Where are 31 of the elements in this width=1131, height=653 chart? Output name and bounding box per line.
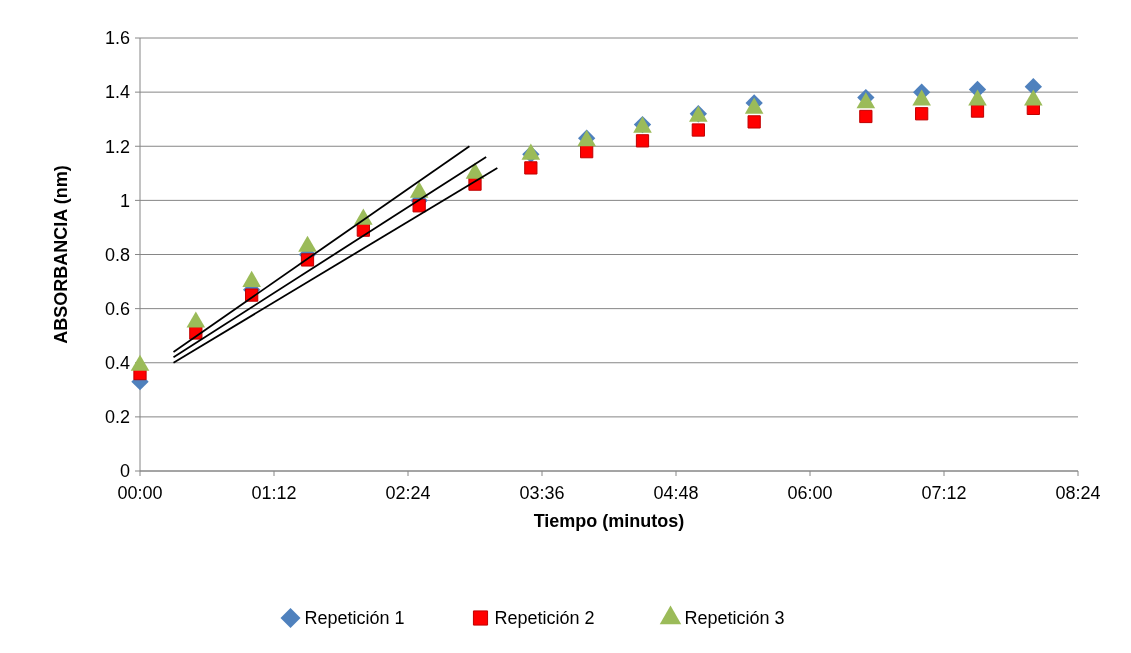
x-tick-label: 07:12 — [921, 483, 967, 503]
y-axis-title: ABSORBANCIA (nm) — [51, 165, 71, 344]
y-tick-label: 0.2 — [104, 407, 130, 428]
point — [1024, 78, 1042, 96]
point — [859, 109, 873, 124]
y-tick-label: 1 — [119, 190, 130, 211]
y-tick-label: 0.4 — [104, 353, 130, 374]
y-tick-label: 0.8 — [104, 244, 130, 265]
legend-label: Repetición 3 — [684, 608, 785, 629]
point — [747, 115, 761, 129]
point — [691, 123, 705, 137]
x-tick-label: 04:48 — [653, 483, 699, 503]
y-tick-label: 0.6 — [104, 298, 130, 319]
y-tick-label: 1.6 — [104, 28, 130, 49]
point — [524, 161, 538, 175]
x-tick-label: 02:24 — [385, 483, 431, 503]
x-tick-label: 01:12 — [251, 483, 297, 503]
x-tick-label: 08:24 — [1055, 483, 1101, 503]
point — [915, 107, 929, 121]
y-tick-label: 1.2 — [104, 136, 130, 157]
x-axis-title: Tiempo (minutos) — [533, 511, 685, 531]
legend-label: Repetición 2 — [494, 608, 595, 629]
y-tick-label: 1.4 — [104, 82, 130, 103]
x-tick-label: 03:36 — [519, 483, 565, 503]
legend-label: Repetición 1 — [304, 608, 405, 629]
x-tick-label: 00:00 — [117, 483, 163, 503]
point — [635, 134, 650, 148]
y-tick-label: 0 — [119, 461, 130, 482]
point — [580, 145, 594, 159]
point — [970, 104, 985, 118]
x-tick-label: 06:00 — [787, 483, 833, 503]
